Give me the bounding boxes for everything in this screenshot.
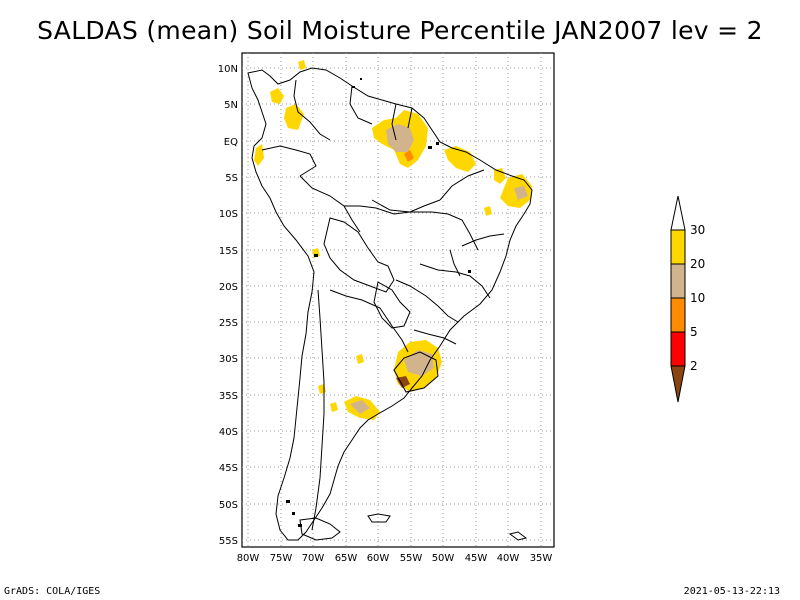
map-title: SALDAS (mean) Soil Moisture Percentile J… — [37, 16, 763, 45]
falkland-islands — [367, 513, 391, 523]
patch-colombia-central — [284, 104, 304, 130]
patch-ecuador-coast — [254, 144, 264, 166]
border-bolivia — [323, 217, 395, 293]
legend-label: 30 — [690, 223, 705, 237]
lat-label: 40S — [219, 427, 238, 438]
shaded-patches — [254, 60, 532, 420]
south-georgia — [508, 531, 528, 541]
patch-maranhao — [444, 146, 476, 172]
lat-label: 10S — [219, 209, 238, 220]
lon-label: 75W — [270, 553, 293, 564]
footer-left-credit: GrADS: COLA/IGES — [4, 586, 101, 597]
legend-label: 2 — [690, 359, 698, 373]
latitude-labels: 10N 5N EQ 5S 10S 15S 20S 25S 30S 35S 40S 45S 50S 55S — [218, 64, 238, 547]
lat-label: 30S — [219, 354, 238, 365]
legend-top-arrow — [670, 195, 686, 231]
lon-label: 40W — [497, 553, 520, 564]
lon-label: 50W — [432, 553, 455, 564]
patch-colombia-top — [298, 60, 306, 70]
legend-label: 5 — [690, 325, 698, 339]
lat-label: 5N — [224, 100, 238, 111]
lon-label: 55W — [400, 553, 423, 564]
tierra-del-fuego — [299, 517, 341, 541]
south-america-coastline — [247, 67, 533, 541]
map-outlines — [247, 67, 533, 541]
lon-label: 60W — [367, 553, 390, 564]
patch-uruguay-tan — [404, 350, 434, 376]
border-venezuela-guyana — [349, 85, 373, 125]
plot-frame — [241, 52, 555, 548]
brazil-state-lines — [371, 169, 505, 345]
patch-argentina-north — [356, 354, 364, 364]
lon-label: 70W — [302, 553, 325, 564]
border-colombia-peru-ecuador — [261, 145, 317, 177]
legend-label: 20 — [690, 257, 705, 271]
lat-label: 45S — [219, 463, 238, 474]
patch-uruguay-brown — [396, 376, 410, 388]
legend-segment — [670, 297, 686, 333]
legend-label: 10 — [690, 291, 705, 305]
legend-segment — [670, 229, 686, 265]
border-peru-brazil — [299, 175, 361, 233]
lat-label: EQ — [224, 137, 238, 148]
patch-buenos-aires-tan — [350, 400, 370, 414]
lat-label: 35S — [219, 391, 238, 402]
border-brazil-bolivia — [344, 199, 441, 215]
lat-label: 20S — [219, 282, 238, 293]
patch-ceara — [494, 168, 506, 184]
map-specks — [286, 78, 471, 527]
border-paraguay — [373, 281, 411, 329]
longitude-labels: 80W 75W 70W 65W 60W 55W 50W 45W 40W 35W — [237, 553, 553, 564]
legend-segment — [670, 331, 686, 367]
border-uruguay — [393, 351, 439, 393]
legend-colorbar: 2 5 10 20 30 — [670, 195, 705, 403]
lat-label: 50S — [219, 500, 238, 511]
border-guianas — [391, 103, 413, 141]
border-colombia-venezuela — [293, 79, 331, 141]
patch-northeast-tan — [514, 186, 528, 200]
lat-label: 10N — [218, 64, 238, 75]
patch-guiana-orange — [404, 150, 414, 162]
legend-segment — [670, 263, 686, 299]
patch-colombia-north — [270, 88, 284, 104]
patch-argentina-west — [318, 384, 326, 394]
lat-label: 25S — [219, 318, 238, 329]
patch-argentina-central — [330, 402, 338, 412]
lon-label: 35W — [530, 553, 553, 564]
lon-label: 65W — [335, 553, 358, 564]
patch-guiana-tan — [386, 124, 414, 152]
footer-right-timestamp: 2021-05-13-22:13 — [683, 586, 780, 597]
legend-segment — [670, 365, 686, 403]
lon-label: 80W — [237, 553, 260, 564]
lon-label: 45W — [465, 553, 488, 564]
border-argentina-chile — [311, 289, 325, 531]
patch-bahia — [484, 206, 492, 216]
lat-label: 55S — [219, 536, 238, 547]
border-argentina-north — [329, 289, 409, 353]
lat-label: 15S — [219, 246, 238, 257]
lat-label: 5S — [225, 173, 238, 184]
